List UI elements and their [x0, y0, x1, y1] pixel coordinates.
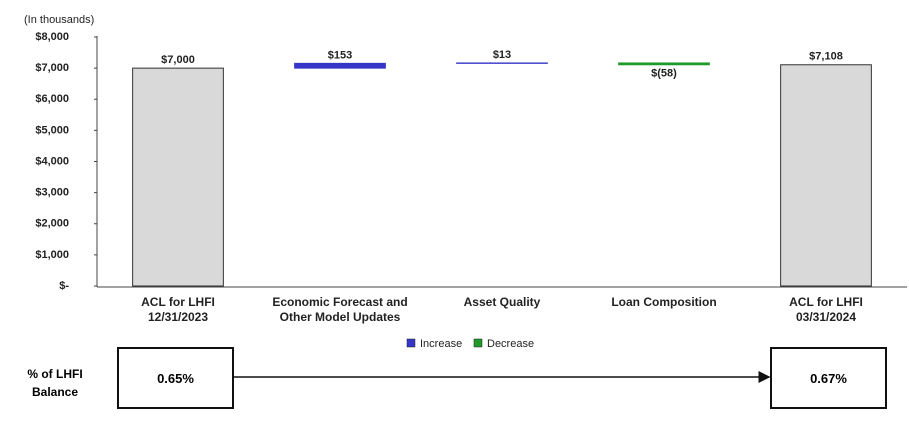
y-tick-label: $-	[59, 280, 69, 292]
x-tick-label: Economic Forecast and Other Model Update…	[272, 295, 408, 324]
legend-label: Increase	[420, 338, 462, 350]
footer-label: % of LHFI Balance	[27, 367, 83, 399]
y-tick-label: $2,000	[35, 218, 69, 230]
value-label: $153	[328, 49, 352, 61]
x-tick-label: ACL for LHFI 12/31/2023	[141, 295, 215, 324]
x-tick-label: Asset Quality	[463, 295, 541, 309]
bar	[294, 62, 386, 69]
end-box: 0.67%	[770, 347, 887, 409]
bar	[132, 67, 224, 287]
value-label: $13	[493, 49, 511, 61]
y-tick-label: $3,000	[35, 187, 69, 199]
x-tick-label: ACL for LHFI 03/31/2024	[789, 295, 863, 324]
y-tick-label: $1,000	[35, 249, 69, 261]
bar	[618, 62, 710, 66]
y-tick-label: $4,000	[35, 155, 69, 167]
y-tick-label: $7,000	[35, 62, 69, 74]
value-label: $7,000	[161, 54, 195, 66]
legend-swatch	[406, 338, 416, 348]
y-tick-label: $8,000	[35, 31, 69, 43]
value-label: $(58)	[651, 68, 677, 80]
start-box: 0.65%	[117, 347, 234, 409]
value-label: $7,108	[809, 51, 843, 63]
y-tick-label: $6,000	[35, 93, 69, 105]
legend-label: Decrease	[487, 338, 534, 350]
bar	[780, 64, 872, 287]
legend-swatch	[473, 338, 483, 348]
x-tick-label: Loan Composition	[611, 295, 717, 309]
unit-label: (In thousands)	[24, 14, 94, 26]
y-tick-label: $5,000	[35, 124, 69, 136]
